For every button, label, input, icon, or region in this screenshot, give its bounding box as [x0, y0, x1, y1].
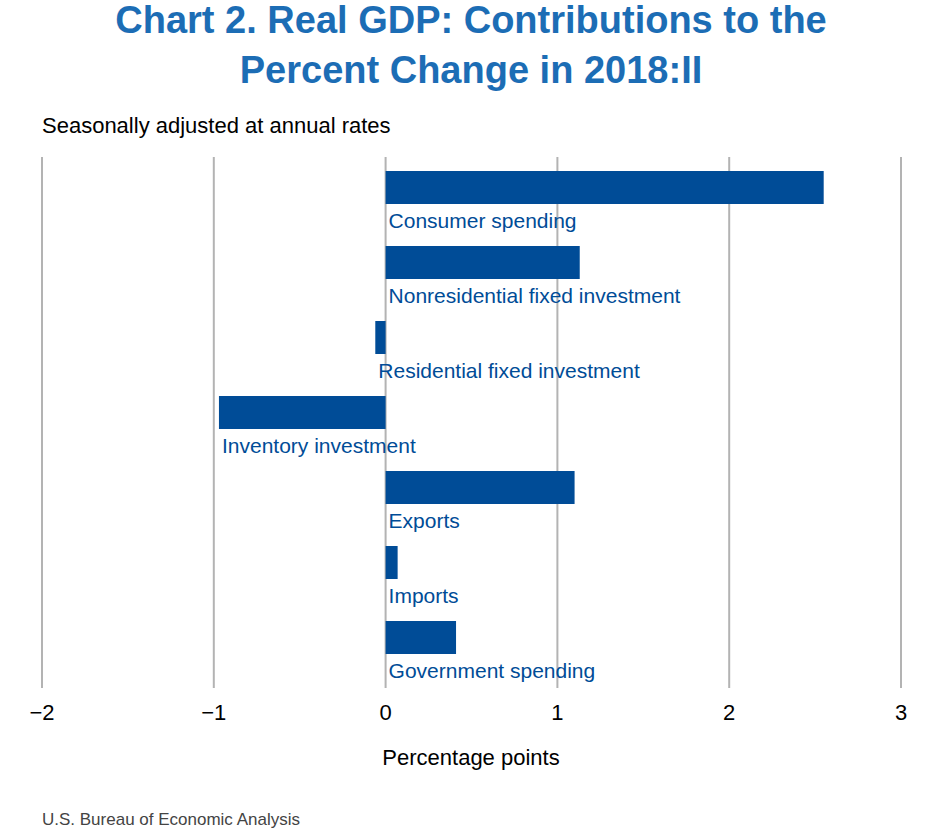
bar — [386, 171, 824, 204]
bar — [386, 546, 398, 579]
bar — [386, 621, 456, 654]
grid-line — [728, 157, 730, 688]
bar — [386, 246, 580, 279]
category-label: Inventory investment — [222, 434, 416, 457]
category-label: Imports — [389, 584, 459, 607]
tick-label: −2 — [29, 700, 54, 725]
bar — [219, 396, 386, 429]
source: U.S. Bureau of Economic Analysis — [42, 810, 300, 829]
chart: Chart 2. Real GDP: Contributions to the P… — [0, 0, 943, 834]
category-label: Nonresidential fixed investment — [389, 284, 681, 307]
grid-line — [556, 157, 558, 688]
category-label: Government spending — [389, 659, 596, 682]
tick-label: 1 — [551, 700, 563, 725]
grid-line — [41, 157, 43, 688]
grid-line — [900, 157, 902, 688]
bar — [375, 321, 385, 354]
grid-line — [213, 157, 215, 688]
category-label: Consumer spending — [389, 209, 577, 232]
subtitle: Seasonally adjusted at annual rates — [42, 113, 391, 138]
title: Chart 2. Real GDP: Contributions to the P… — [115, 0, 826, 91]
bar — [386, 471, 575, 504]
x-axis-label: Percentage points — [382, 745, 559, 770]
tick-label: 0 — [379, 700, 391, 725]
category-label: Residential fixed investment — [378, 359, 640, 382]
tick-label: 2 — [723, 700, 735, 725]
category-label: Exports — [389, 509, 460, 532]
title-line: Percent Change in 2018:II — [240, 49, 703, 91]
tick-label: −1 — [201, 700, 226, 725]
tick-label: 3 — [895, 700, 907, 725]
bars — [219, 171, 824, 654]
title-line: Chart 2. Real GDP: Contributions to the — [115, 0, 826, 41]
